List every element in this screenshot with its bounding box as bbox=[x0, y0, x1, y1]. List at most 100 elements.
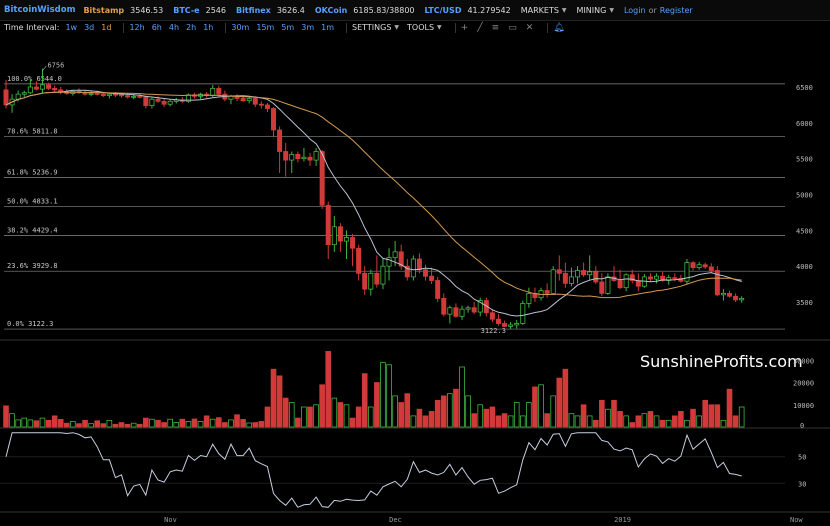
interval-3m[interactable]: 3m bbox=[301, 23, 315, 32]
volume-bar bbox=[738, 406, 745, 428]
candle-body bbox=[27, 86, 33, 94]
interval-5m[interactable]: 5m bbox=[281, 23, 295, 32]
price-tick-label: 3500 bbox=[796, 299, 813, 307]
ticker-btce[interactable]: BTC-e 2546 bbox=[173, 6, 226, 15]
fibonacci-icon[interactable]: ≡ bbox=[491, 22, 500, 33]
volume-bar bbox=[27, 419, 34, 428]
candle-body bbox=[362, 272, 368, 290]
volume-bar bbox=[246, 422, 253, 428]
interval-6h[interactable]: 6h bbox=[151, 23, 162, 32]
volume-bar bbox=[70, 421, 76, 428]
candle-body bbox=[210, 88, 216, 97]
candle-body bbox=[15, 93, 21, 100]
box-icon[interactable]: ▭ bbox=[508, 22, 517, 33]
candle-body bbox=[568, 276, 574, 284]
ticker-ltcusd[interactable]: LTC/USD 41.279542 bbox=[425, 6, 511, 15]
candle-body bbox=[325, 204, 331, 246]
ticker-name: LTC/USD bbox=[424, 5, 462, 15]
volume-bar bbox=[556, 377, 563, 428]
line-icon[interactable]: ╱ bbox=[477, 22, 483, 33]
login-link[interactable]: Login bbox=[623, 5, 646, 15]
interval-2h[interactable]: 2h bbox=[186, 23, 197, 32]
candle-body bbox=[21, 92, 27, 95]
interval-3d[interactable]: 3d bbox=[84, 23, 95, 32]
candle-body bbox=[33, 86, 39, 90]
candle-body bbox=[404, 265, 410, 278]
fib-level-label: 23.6% 3929.8 bbox=[7, 262, 58, 270]
volume-bar bbox=[307, 406, 313, 428]
markets-label: MARKETS bbox=[520, 5, 559, 15]
price-chart[interactable]: 3500 4000 4500 5000 5500 6000 6500 100.0% 6544.… bbox=[0, 34, 830, 526]
volume-bar bbox=[343, 404, 350, 428]
volume-bar bbox=[234, 414, 240, 428]
volume-bar bbox=[404, 393, 411, 428]
settings-menu[interactable]: SETTINGS ▼ bbox=[352, 23, 399, 32]
candle-body bbox=[386, 257, 392, 267]
volume-bar bbox=[422, 415, 429, 428]
volume-bar bbox=[155, 419, 161, 428]
volume-bar bbox=[319, 384, 325, 428]
volume-bar bbox=[112, 423, 119, 428]
markets-menu[interactable]: MARKETS ▼ bbox=[521, 6, 567, 15]
volume-bar bbox=[367, 406, 374, 428]
candle-body bbox=[495, 318, 501, 324]
volume-bar bbox=[398, 402, 404, 428]
candle-body bbox=[143, 96, 149, 107]
divider bbox=[123, 22, 125, 33]
volume-bar bbox=[465, 395, 471, 428]
divider bbox=[346, 22, 348, 33]
mining-menu[interactable]: MINING ▼ bbox=[577, 6, 614, 15]
alert-icon[interactable]: 🔔︎ bbox=[553, 22, 565, 33]
volume-tick-label: 20000 bbox=[793, 380, 814, 388]
candle-body bbox=[374, 272, 380, 285]
delete-icon[interactable]: ✕ bbox=[525, 22, 534, 33]
fib-level-label: 61.8% 5236.9 bbox=[7, 169, 58, 177]
interval-30m[interactable]: 30m bbox=[231, 23, 250, 32]
volume-bar bbox=[459, 366, 465, 428]
candle-body bbox=[733, 295, 739, 301]
candle-body bbox=[453, 307, 459, 317]
candle-body bbox=[441, 298, 447, 315]
ticker-bitstamp[interactable]: Bitstamp 3546.53 bbox=[83, 6, 163, 15]
interval-15m[interactable]: 15m bbox=[256, 23, 275, 32]
indicator-tick-label: 50 bbox=[798, 454, 806, 462]
volume-bar bbox=[331, 397, 338, 428]
volume-bar bbox=[678, 411, 684, 428]
candle-body bbox=[3, 89, 9, 106]
volume-bar bbox=[276, 375, 283, 428]
volume-bar bbox=[325, 351, 332, 428]
volume-bar bbox=[57, 419, 64, 428]
price-tick-label: 5000 bbox=[796, 192, 813, 200]
ticker-value: 3546.53 bbox=[130, 5, 164, 15]
ticker-value: 2546 bbox=[205, 5, 226, 15]
interval-1m[interactable]: 1m bbox=[321, 23, 335, 32]
interval-1h[interactable]: 1h bbox=[203, 23, 214, 32]
interval-12h[interactable]: 12h bbox=[129, 23, 145, 32]
candle-body bbox=[666, 277, 672, 281]
candle-body bbox=[623, 274, 629, 289]
volume-bar bbox=[173, 422, 180, 428]
divider bbox=[547, 22, 549, 33]
volume-bar bbox=[203, 415, 210, 428]
candle-body bbox=[52, 88, 58, 91]
volume-bar bbox=[100, 423, 107, 428]
volume-bar bbox=[361, 373, 368, 428]
interval-1w[interactable]: 1w bbox=[65, 23, 78, 32]
candle-body bbox=[520, 303, 526, 324]
site-logo[interactable]: BitcoinWisdom bbox=[4, 5, 76, 15]
register-link[interactable]: Register bbox=[659, 5, 693, 15]
volume-tick-label: 10000 bbox=[793, 402, 814, 410]
interval-1d[interactable]: 1d bbox=[101, 23, 112, 32]
volume-bar bbox=[629, 422, 636, 428]
crosshair-icon[interactable]: + bbox=[460, 22, 469, 33]
tools-menu[interactable]: TOOLS ▼ bbox=[407, 23, 442, 32]
ticker-bitfinex[interactable]: Bitfinex 3626.4 bbox=[236, 6, 305, 15]
candle-body bbox=[581, 270, 587, 276]
ticker-okcoin[interactable]: OKCoin 6185.83/38800 bbox=[315, 6, 415, 15]
interval-4h[interactable]: 4h bbox=[168, 23, 180, 32]
volume-bar bbox=[690, 408, 696, 428]
volume-bar bbox=[88, 423, 94, 428]
candle-body bbox=[459, 308, 465, 317]
volume-bar bbox=[580, 404, 587, 428]
volume-bar bbox=[477, 404, 484, 428]
